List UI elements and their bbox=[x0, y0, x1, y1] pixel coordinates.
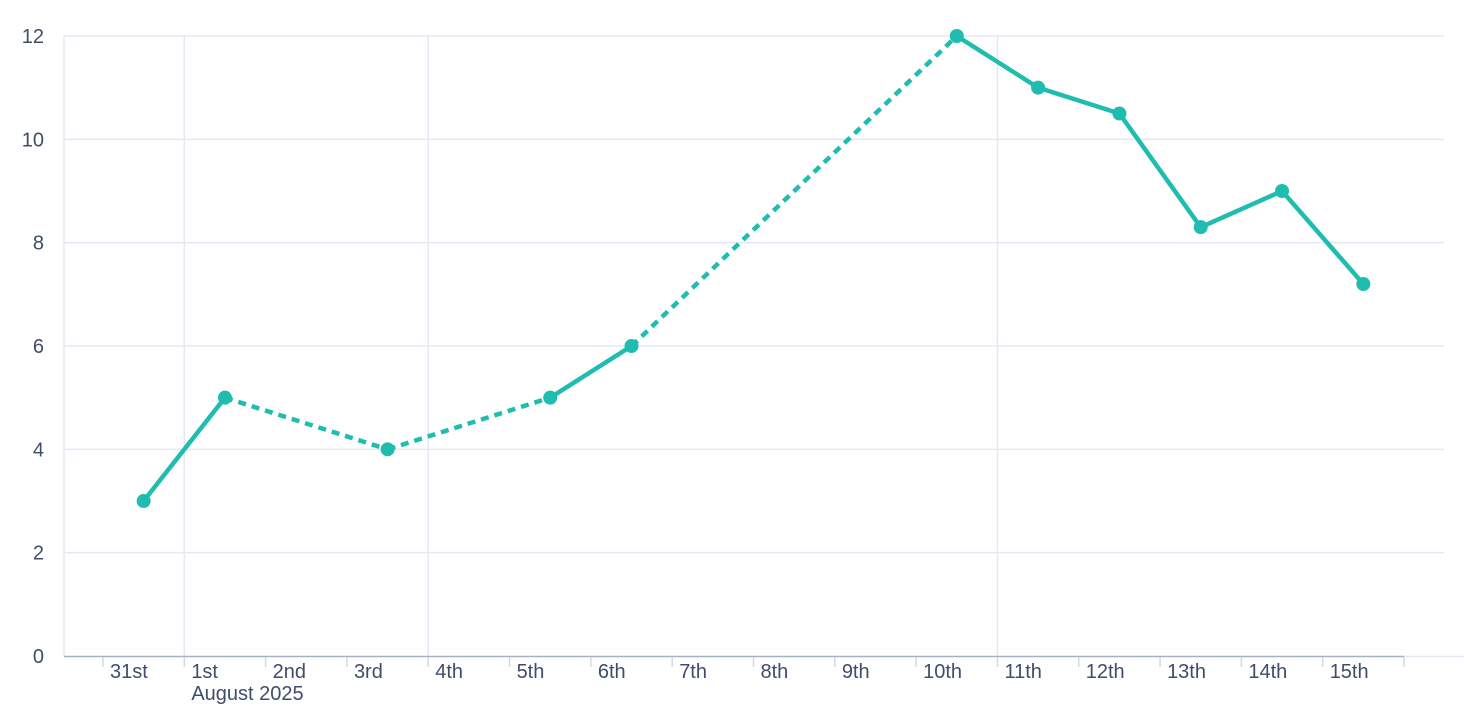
y-tick-label: 12 bbox=[22, 26, 44, 48]
y-tick-label: 10 bbox=[22, 129, 44, 151]
x-tick-label: 12th bbox=[1086, 661, 1125, 683]
y-tick-label: 8 bbox=[33, 233, 44, 255]
data-point-31st[interactable] bbox=[136, 494, 151, 508]
x-tick-label: 11th bbox=[1004, 661, 1041, 683]
x-axis-month-label: August 2025 bbox=[191, 683, 303, 705]
data-point-6th[interactable] bbox=[624, 339, 639, 353]
x-tick-label: 9th bbox=[842, 661, 870, 683]
x-tick-label: 1st bbox=[191, 661, 218, 683]
x-tick-label: 13th bbox=[1167, 661, 1206, 683]
y-tick-label: 2 bbox=[33, 543, 44, 565]
y-tick-label: 0 bbox=[33, 646, 44, 668]
x-tick-label: 8th bbox=[761, 661, 789, 683]
data-point-15th[interactable] bbox=[1356, 277, 1371, 291]
series-segment-dashed bbox=[386, 395, 551, 452]
series-segment-solid bbox=[954, 33, 1041, 90]
x-tick-label: 5th bbox=[517, 661, 545, 683]
series-segment-dashed bbox=[629, 34, 959, 348]
data-point-5th[interactable] bbox=[543, 390, 558, 405]
series-segment-solid bbox=[141, 395, 228, 504]
x-tick-label: 3rd bbox=[354, 661, 383, 683]
x-tick-label: 14th bbox=[1248, 661, 1287, 683]
data-point-3rd[interactable] bbox=[380, 442, 395, 457]
x-tick-label: 10th bbox=[923, 661, 962, 683]
data-point-11th[interactable] bbox=[1031, 80, 1046, 95]
x-tick-label: 7th bbox=[679, 661, 707, 683]
series-segment-solid bbox=[1198, 188, 1285, 230]
series-segment-solid bbox=[547, 343, 634, 400]
data-point-14th[interactable] bbox=[1275, 184, 1290, 198]
x-tick-label: 31st bbox=[110, 661, 148, 683]
data-point-1st[interactable] bbox=[217, 390, 232, 405]
series-segment-solid bbox=[1117, 111, 1203, 230]
x-tick-label: 4th bbox=[435, 661, 463, 683]
data-point-13th[interactable] bbox=[1193, 220, 1208, 235]
y-tick-label: 4 bbox=[33, 439, 44, 461]
y-tick-label: 6 bbox=[33, 336, 44, 358]
data-point-10th[interactable] bbox=[949, 29, 964, 43]
data-point-12th[interactable] bbox=[1112, 106, 1127, 121]
x-tick-label: 2nd bbox=[273, 661, 306, 683]
series-segment-solid bbox=[1279, 188, 1366, 287]
series-segment-solid bbox=[1035, 85, 1122, 116]
x-tick-label: 15th bbox=[1330, 661, 1369, 683]
series-segment-dashed bbox=[224, 395, 389, 452]
x-tick-label: 6th bbox=[598, 661, 626, 683]
